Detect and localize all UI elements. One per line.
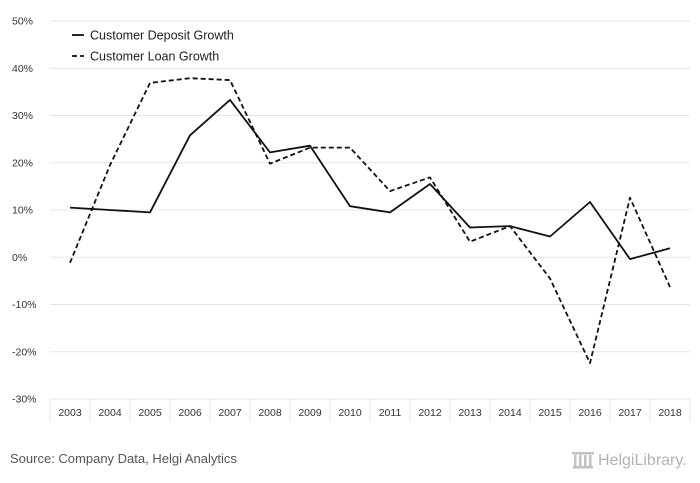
y-tick-label: -30% — [12, 394, 37, 406]
y-tick-label: 40% — [12, 63, 33, 75]
building-icon — [572, 452, 594, 469]
y-tick-label: -20% — [12, 346, 37, 358]
x-tick-label: 2007 — [218, 407, 242, 419]
x-tick-label: 2017 — [618, 407, 642, 419]
series-line-loan-growth — [69, 77, 671, 365]
x-tick-label: 2015 — [538, 407, 562, 419]
y-tick-label: -10% — [12, 299, 37, 311]
x-tick-label: 2011 — [379, 407, 402, 419]
y-tick-label: 30% — [12, 110, 33, 122]
x-tick-label: 2005 — [138, 407, 162, 419]
x-tick-label: 2009 — [298, 407, 322, 419]
series-line-deposit-growth — [69, 99, 671, 261]
y-tick-label: 10% — [12, 205, 33, 217]
series-lines — [69, 77, 671, 365]
x-axis-ticks: 2003 2004 2005 2006 2007 2008 2009 2010 2011 2012… — [49, 399, 691, 421]
x-tick-label: 2014 — [498, 407, 522, 419]
source-note: Source: Company Data, Helgi Analytics — [10, 451, 237, 466]
x-tick-label: 2018 — [658, 407, 682, 419]
brand-wordmark: HelgiLibrary. — [598, 452, 687, 469]
x-tick-label: 2012 — [418, 407, 442, 419]
y-tick-label: 20% — [12, 157, 33, 169]
legend-label-deposit: Customer Deposit Growth — [90, 29, 234, 43]
x-tick-label: 2006 — [178, 407, 202, 419]
x-tick-label: 2008 — [258, 407, 282, 419]
x-tick-label: 2016 — [578, 407, 602, 419]
x-tick-label: 2003 — [58, 407, 82, 419]
x-tick-label: 2010 — [338, 407, 362, 419]
x-tick-label: 2013 — [458, 407, 482, 419]
y-axis-ticks: 50% 40% 30% 20% 10% 0% -10% -20% -30% — [12, 16, 37, 406]
y-tick-label: 50% — [12, 16, 33, 28]
legend-label-loan: Customer Loan Growth — [90, 50, 219, 64]
legend: Customer Deposit Growth Customer Loan Gr… — [72, 29, 234, 64]
helgi-library-logo: HelgiLibrary. — [572, 452, 687, 469]
y-tick-label: 0% — [12, 252, 27, 264]
x-tick-label: 2004 — [98, 407, 122, 419]
